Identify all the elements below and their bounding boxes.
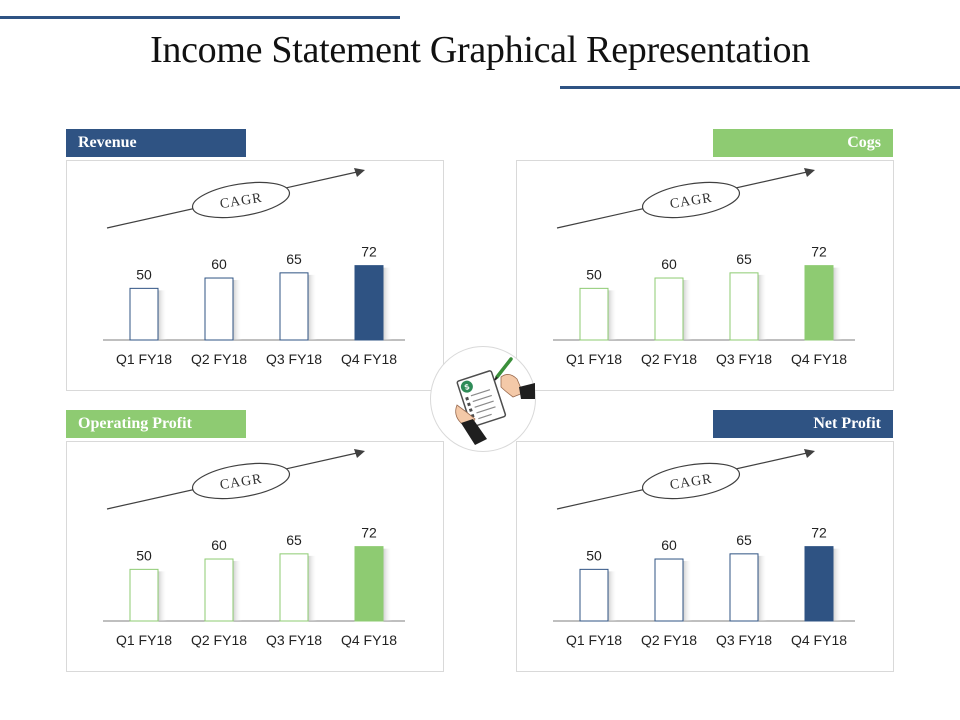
cagr-ellipse bbox=[191, 181, 291, 219]
bar-shadow bbox=[233, 280, 242, 340]
x-tick-label: Q3 FY18 bbox=[266, 351, 322, 367]
cagr-ellipse bbox=[641, 462, 741, 500]
chart-panel-cogs: 50 Q1 FY18 60 Q2 FY18 65 Q3 FY18 72 Q4 FY18 CAGR bbox=[516, 160, 894, 391]
bar-q2-fy18 bbox=[654, 277, 684, 341]
data-label: 65 bbox=[286, 251, 302, 267]
top-rule bbox=[0, 16, 400, 19]
bar-shadow bbox=[308, 555, 317, 621]
data-label: 60 bbox=[211, 537, 227, 553]
bar-q4-fy18 bbox=[354, 546, 384, 622]
cagr-arrow-head bbox=[354, 168, 365, 177]
bar-q3-fy18 bbox=[279, 553, 309, 622]
data-label: 60 bbox=[661, 256, 677, 272]
bar-q1-fy18 bbox=[129, 568, 159, 622]
bar-shadow bbox=[608, 290, 617, 340]
chart-panel-revenue: 50 Q1 FY18 60 Q2 FY18 65 Q3 FY18 72 Q4 FY18 CAGR bbox=[66, 160, 444, 391]
x-tick-label: Q2 FY18 bbox=[191, 351, 247, 367]
panel-label-operating-profit: Operating Profit bbox=[66, 410, 246, 438]
page-title: Income Statement Graphical Representatio… bbox=[150, 29, 810, 71]
cagr-label: CAGR bbox=[669, 191, 714, 213]
cagr-ellipse bbox=[641, 181, 741, 219]
chart-panel-operating-profit: 50 Q1 FY18 60 Q2 FY18 65 Q3 FY18 72 Q4 FY18 CAGR bbox=[66, 441, 444, 672]
bar-shadow bbox=[158, 290, 167, 340]
x-tick-label: Q3 FY18 bbox=[716, 632, 772, 648]
data-label: 65 bbox=[736, 251, 752, 267]
bar-q3-fy18 bbox=[729, 272, 759, 341]
cagr-ellipse bbox=[191, 462, 291, 500]
x-tick-label: Q2 FY18 bbox=[641, 351, 697, 367]
center-icon-circle: $ bbox=[430, 346, 536, 452]
bar-q2-fy18 bbox=[204, 558, 234, 622]
cagr-arrow-head bbox=[354, 449, 365, 458]
svg-text:$: $ bbox=[464, 382, 472, 392]
bar-shadow bbox=[308, 274, 317, 340]
x-tick-label: Q1 FY18 bbox=[566, 632, 622, 648]
bar-shadow bbox=[683, 280, 692, 340]
cagr-label: CAGR bbox=[219, 191, 264, 213]
data-label: 60 bbox=[661, 537, 677, 553]
chart-revenue: 50 Q1 FY18 60 Q2 FY18 65 Q3 FY18 72 Q4 FY18 CAGR bbox=[103, 168, 405, 367]
x-tick-label: Q1 FY18 bbox=[116, 351, 172, 367]
bar-q1-fy18 bbox=[579, 287, 609, 341]
bar-q3-fy18 bbox=[279, 272, 309, 341]
data-label: 50 bbox=[136, 266, 152, 282]
x-tick-label: Q3 FY18 bbox=[266, 632, 322, 648]
bar-shadow bbox=[758, 274, 767, 340]
x-tick-label: Q1 FY18 bbox=[116, 632, 172, 648]
data-label: 50 bbox=[586, 266, 602, 282]
data-label: 50 bbox=[586, 547, 602, 563]
panel-label-net-profit: Net Profit bbox=[713, 410, 893, 438]
data-label: 72 bbox=[361, 244, 377, 260]
data-label: 60 bbox=[211, 256, 227, 272]
bar-q2-fy18 bbox=[654, 558, 684, 622]
bar-shadow bbox=[383, 548, 392, 621]
bar-q4-fy18 bbox=[354, 265, 384, 341]
x-tick-label: Q4 FY18 bbox=[341, 632, 397, 648]
bar-shadow bbox=[158, 571, 167, 621]
bar-q1-fy18 bbox=[129, 287, 159, 341]
bar-shadow bbox=[683, 561, 692, 621]
bar-q4-fy18 bbox=[804, 546, 834, 622]
data-label: 65 bbox=[736, 532, 752, 548]
data-label: 50 bbox=[136, 547, 152, 563]
cagr-label: CAGR bbox=[669, 472, 714, 494]
x-tick-label: Q1 FY18 bbox=[566, 351, 622, 367]
bottom-rule bbox=[560, 86, 960, 89]
x-tick-label: Q2 FY18 bbox=[641, 632, 697, 648]
chart-panel-net-profit: 50 Q1 FY18 60 Q2 FY18 65 Q3 FY18 72 Q4 FY18 CAGR bbox=[516, 441, 894, 672]
panel-label-cogs: Cogs bbox=[713, 129, 893, 157]
bar-shadow bbox=[608, 571, 617, 621]
panel-label-revenue: Revenue bbox=[66, 129, 246, 157]
bar-shadow bbox=[383, 267, 392, 340]
chart-net-profit: 50 Q1 FY18 60 Q2 FY18 65 Q3 FY18 72 Q4 FY18 CAGR bbox=[553, 449, 855, 648]
x-tick-label: Q4 FY18 bbox=[791, 351, 847, 367]
cagr-arrow-head bbox=[804, 449, 815, 458]
data-label: 72 bbox=[811, 244, 827, 260]
data-label: 72 bbox=[811, 525, 827, 541]
x-tick-label: Q4 FY18 bbox=[341, 351, 397, 367]
x-tick-label: Q4 FY18 bbox=[791, 632, 847, 648]
bar-shadow bbox=[833, 267, 842, 340]
bar-q1-fy18 bbox=[579, 568, 609, 622]
cagr-arrow-head bbox=[804, 168, 815, 177]
x-tick-label: Q3 FY18 bbox=[716, 351, 772, 367]
bar-q2-fy18 bbox=[204, 277, 234, 341]
bar-q4-fy18 bbox=[804, 265, 834, 341]
bar-shadow bbox=[833, 548, 842, 621]
bar-q3-fy18 bbox=[729, 553, 759, 622]
chart-operating-profit: 50 Q1 FY18 60 Q2 FY18 65 Q3 FY18 72 Q4 FY18 CAGR bbox=[103, 449, 405, 648]
x-tick-label: Q2 FY18 bbox=[191, 632, 247, 648]
cagr-label: CAGR bbox=[219, 472, 264, 494]
bar-shadow bbox=[758, 555, 767, 621]
data-label: 65 bbox=[286, 532, 302, 548]
data-label: 72 bbox=[361, 525, 377, 541]
bar-shadow bbox=[233, 561, 242, 621]
hand-signing-document-icon: $ bbox=[455, 357, 535, 445]
chart-cogs: 50 Q1 FY18 60 Q2 FY18 65 Q3 FY18 72 Q4 FY18 CAGR bbox=[553, 168, 855, 367]
